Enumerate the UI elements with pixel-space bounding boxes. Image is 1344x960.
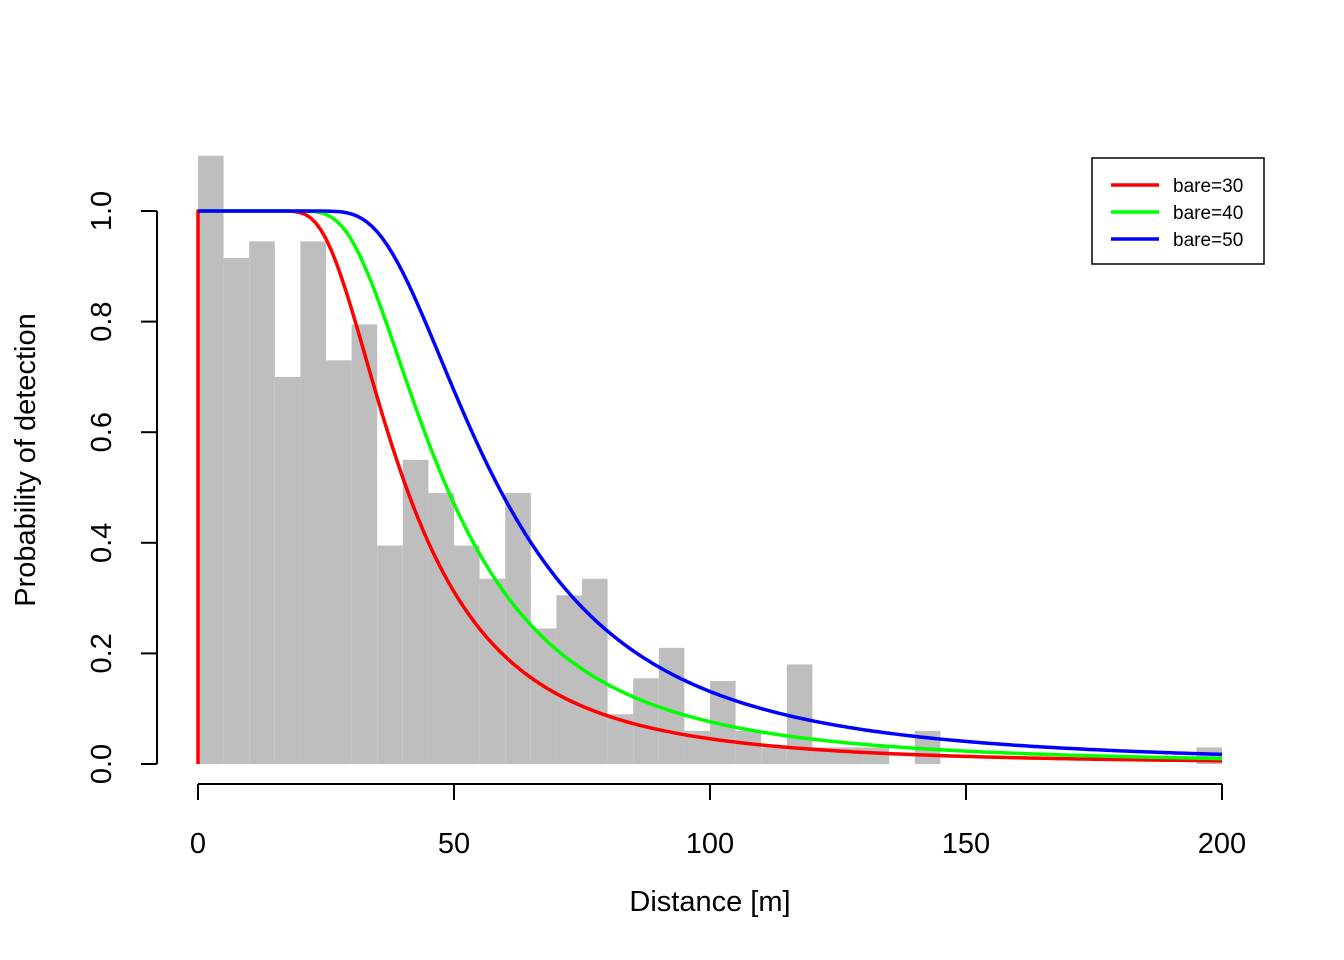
- histogram-bar: [863, 747, 890, 764]
- histogram-bar: [326, 360, 352, 764]
- legend-entries: bare=30 bare=40 bare=50: [1111, 176, 1243, 251]
- x-tick-label: 200: [1198, 828, 1246, 860]
- histogram-bar: [479, 578, 506, 764]
- histogram-bar: [735, 730, 762, 764]
- histogram-bar: [556, 595, 582, 764]
- histogram-bar: [223, 258, 250, 764]
- histogram-bar: [658, 647, 685, 764]
- x-tick-label: 50: [438, 828, 470, 860]
- y-tick-label: 1.0: [86, 191, 118, 231]
- curve-bare-30: [196, 209, 1223, 764]
- x-tick-label: 0: [190, 828, 206, 860]
- y-axis-ticks: 0.0 0.2 0.4 0.6 0.8 1.0: [86, 191, 157, 784]
- histogram-bar: [274, 376, 301, 764]
- histogram-bar: [530, 628, 557, 764]
- histogram-bars: [198, 155, 1222, 765]
- histogram-bar: [198, 155, 224, 764]
- histogram-bar: [377, 545, 403, 764]
- legend-label: bare=30: [1173, 176, 1243, 197]
- histogram-bar: [402, 459, 429, 764]
- curve-bare-50: [198, 209, 1223, 757]
- histogram-bar: [454, 545, 480, 764]
- detection-curves: [196, 209, 1223, 764]
- curve-bare-40: [198, 209, 1223, 761]
- legend-label: bare=40: [1173, 203, 1243, 224]
- histogram-bar: [351, 324, 378, 764]
- histogram-bar: [633, 678, 659, 764]
- y-axis-label: Probability of detection: [10, 313, 42, 606]
- y-tick-label: 0.8: [86, 301, 118, 341]
- histogram-bar: [761, 747, 787, 764]
- y-tick-label: 0.6: [86, 412, 118, 452]
- x-axis-label: Distance [m]: [629, 886, 790, 918]
- histogram-bar: [300, 241, 326, 765]
- x-tick-label: 150: [942, 828, 990, 860]
- histogram-bar: [249, 241, 275, 765]
- legend-label: bare=50: [1173, 230, 1243, 251]
- x-tick-label: 100: [686, 828, 734, 860]
- x-axis-ticks: 0 50 100 150 200: [190, 784, 1246, 860]
- axes: 0 50 100 150 200 0.0 0.2 0.4 0.6 0.8 1.0: [86, 191, 1246, 860]
- histogram-bar: [428, 493, 454, 764]
- y-tick-label: 0.0: [86, 744, 118, 784]
- y-tick-label: 0.4: [86, 523, 118, 563]
- y-tick-label: 0.2: [86, 633, 118, 673]
- legend: bare=30 bare=40 bare=50: [1091, 157, 1265, 265]
